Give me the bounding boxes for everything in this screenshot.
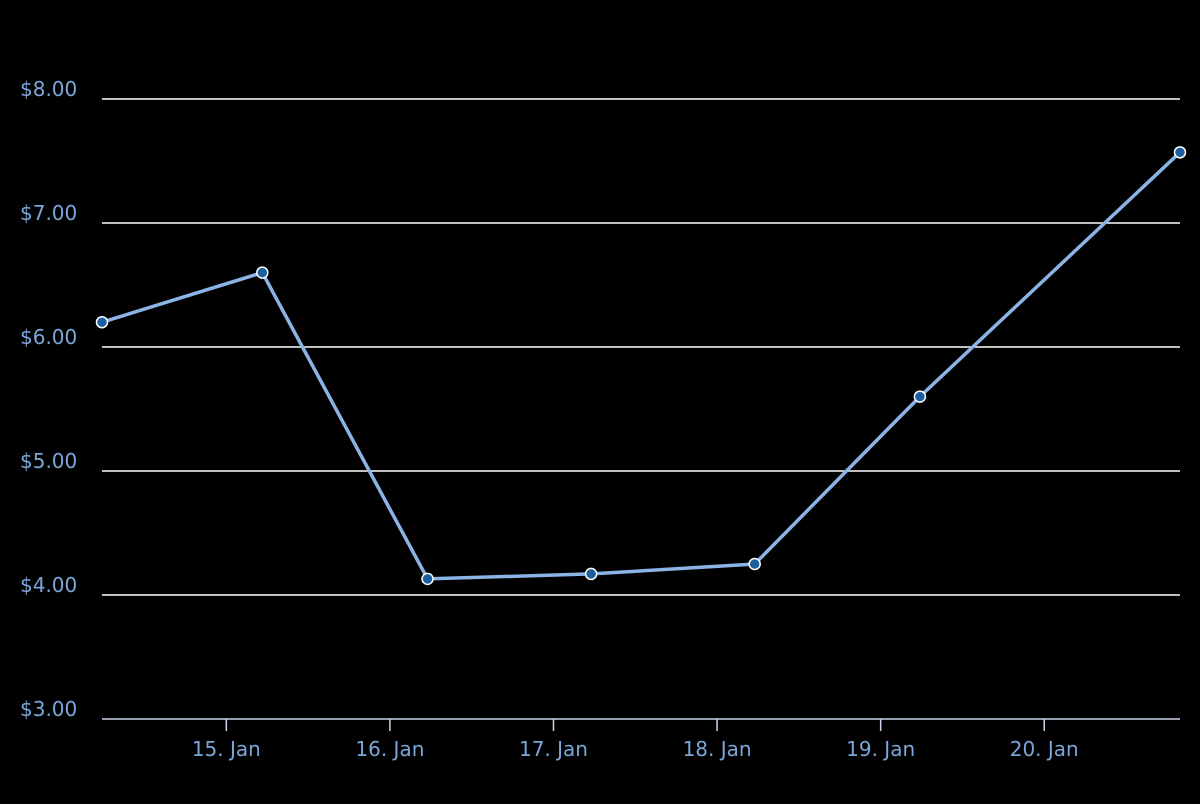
x-tick-label: 15. Jan [192, 737, 261, 761]
x-tick-label: 19. Jan [846, 737, 915, 761]
data-point [95, 315, 109, 329]
y-tick-label: $8.00 [20, 77, 77, 101]
y-tick-label: $4.00 [20, 573, 77, 597]
data-point [256, 266, 269, 279]
data-point [584, 567, 598, 581]
y-tick-label: $5.00 [20, 449, 77, 473]
data-point [421, 572, 434, 586]
x-tick-label: 20. Jan [1010, 737, 1079, 761]
x-tick-label: 17. Jan [519, 737, 588, 761]
data-point [913, 390, 927, 403]
y-tick-label: $6.00 [20, 325, 77, 349]
series-line [101, 151, 1182, 581]
y-tick-label: $3.00 [20, 697, 77, 721]
data-point [748, 557, 761, 571]
x-tick-label: 16. Jan [355, 737, 424, 761]
y-tick-label: $7.00 [20, 201, 77, 225]
x-tick-label: 18. Jan [683, 737, 752, 761]
data-point [1173, 146, 1187, 159]
